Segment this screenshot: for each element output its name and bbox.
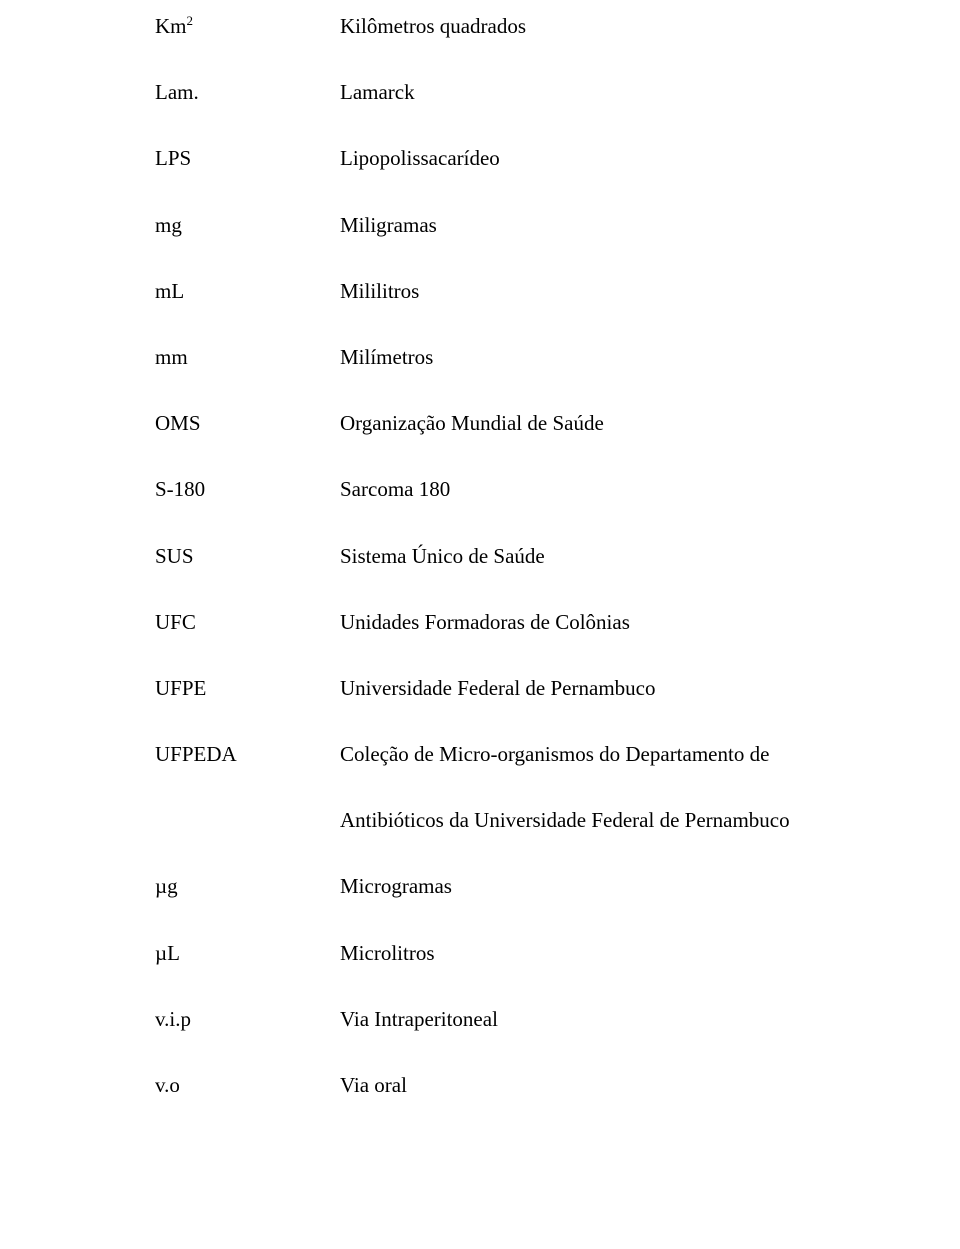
def-sus: Sistema Único de Saúde [340,544,842,569]
abbr-ufpeda: UFPEDA [155,742,340,767]
def-oms: Organização Mundial de Saúde [340,411,842,436]
glossary-row: S-180 Sarcoma 180 [155,477,842,502]
abbr-ml: mL [155,279,340,304]
def-mm: Milímetros [340,345,842,370]
abbr-mm: mm [155,345,340,370]
def-vo: Via oral [340,1073,842,1098]
def-ul: Microlitros [340,941,842,966]
glossary-row: µL Microlitros [155,941,842,966]
glossary-row: Km2 Kilômetros quadrados [155,14,842,39]
abbr-vo: v.o [155,1073,340,1098]
abbr-sus: SUS [155,544,340,569]
glossary-row: mL Mililitros [155,279,842,304]
def-ufpeda-wrap: Coleção de Micro-organismos do Departame… [340,742,842,833]
glossary-row: LPS Lipopolissacarídeo [155,146,842,171]
glossary-row: UFC Unidades Formadoras de Colônias [155,610,842,635]
glossary-row: µg Microgramas [155,874,842,899]
glossary-row: SUS Sistema Único de Saúde [155,544,842,569]
glossary-row: v.o Via oral [155,1073,842,1098]
def-ufc: Unidades Formadoras de Colônias [340,610,842,635]
def-km2: Kilômetros quadrados [340,14,842,39]
def-s180: Sarcoma 180 [340,477,842,502]
def-ml: Mililitros [340,279,842,304]
abbr-ug: µg [155,874,340,899]
def-ufpeda-line2: Antibióticos da Universidade Federal de … [340,808,842,833]
glossary-row: mm Milímetros [155,345,842,370]
def-ufpe: Universidade Federal de Pernambuco [340,676,842,701]
glossary-row: UFPEDA Coleção de Micro-organismos do De… [155,742,842,833]
abbr-mg: mg [155,213,340,238]
glossary-row: OMS Organização Mundial de Saúde [155,411,842,436]
glossary-row: UFPE Universidade Federal de Pernambuco [155,676,842,701]
abbr-vip: v.i.p [155,1007,340,1032]
abbreviations-page: Km2 Kilômetros quadrados Lam. Lamarck LP… [0,0,960,1249]
abbr-lam: Lam. [155,80,340,105]
def-vip: Via Intraperitoneal [340,1007,842,1032]
def-mg: Miligramas [340,213,842,238]
glossary-row: v.i.p Via Intraperitoneal [155,1007,842,1032]
def-ug: Microgramas [340,874,842,899]
def-ufpeda-line1: Coleção de Micro-organismos do Departame… [340,742,842,767]
abbr-km2: Km2 [155,14,340,39]
glossary-row: Lam. Lamarck [155,80,842,105]
def-lps: Lipopolissacarídeo [340,146,842,171]
superscript-2: 2 [187,13,194,28]
abbr-ufc: UFC [155,610,340,635]
abbr-lps: LPS [155,146,340,171]
def-lam: Lamarck [340,80,842,105]
glossary-row: mg Miligramas [155,213,842,238]
abbr-oms: OMS [155,411,340,436]
abbr-ufpe: UFPE [155,676,340,701]
abbr-s180: S-180 [155,477,340,502]
abbr-ul: µL [155,941,340,966]
